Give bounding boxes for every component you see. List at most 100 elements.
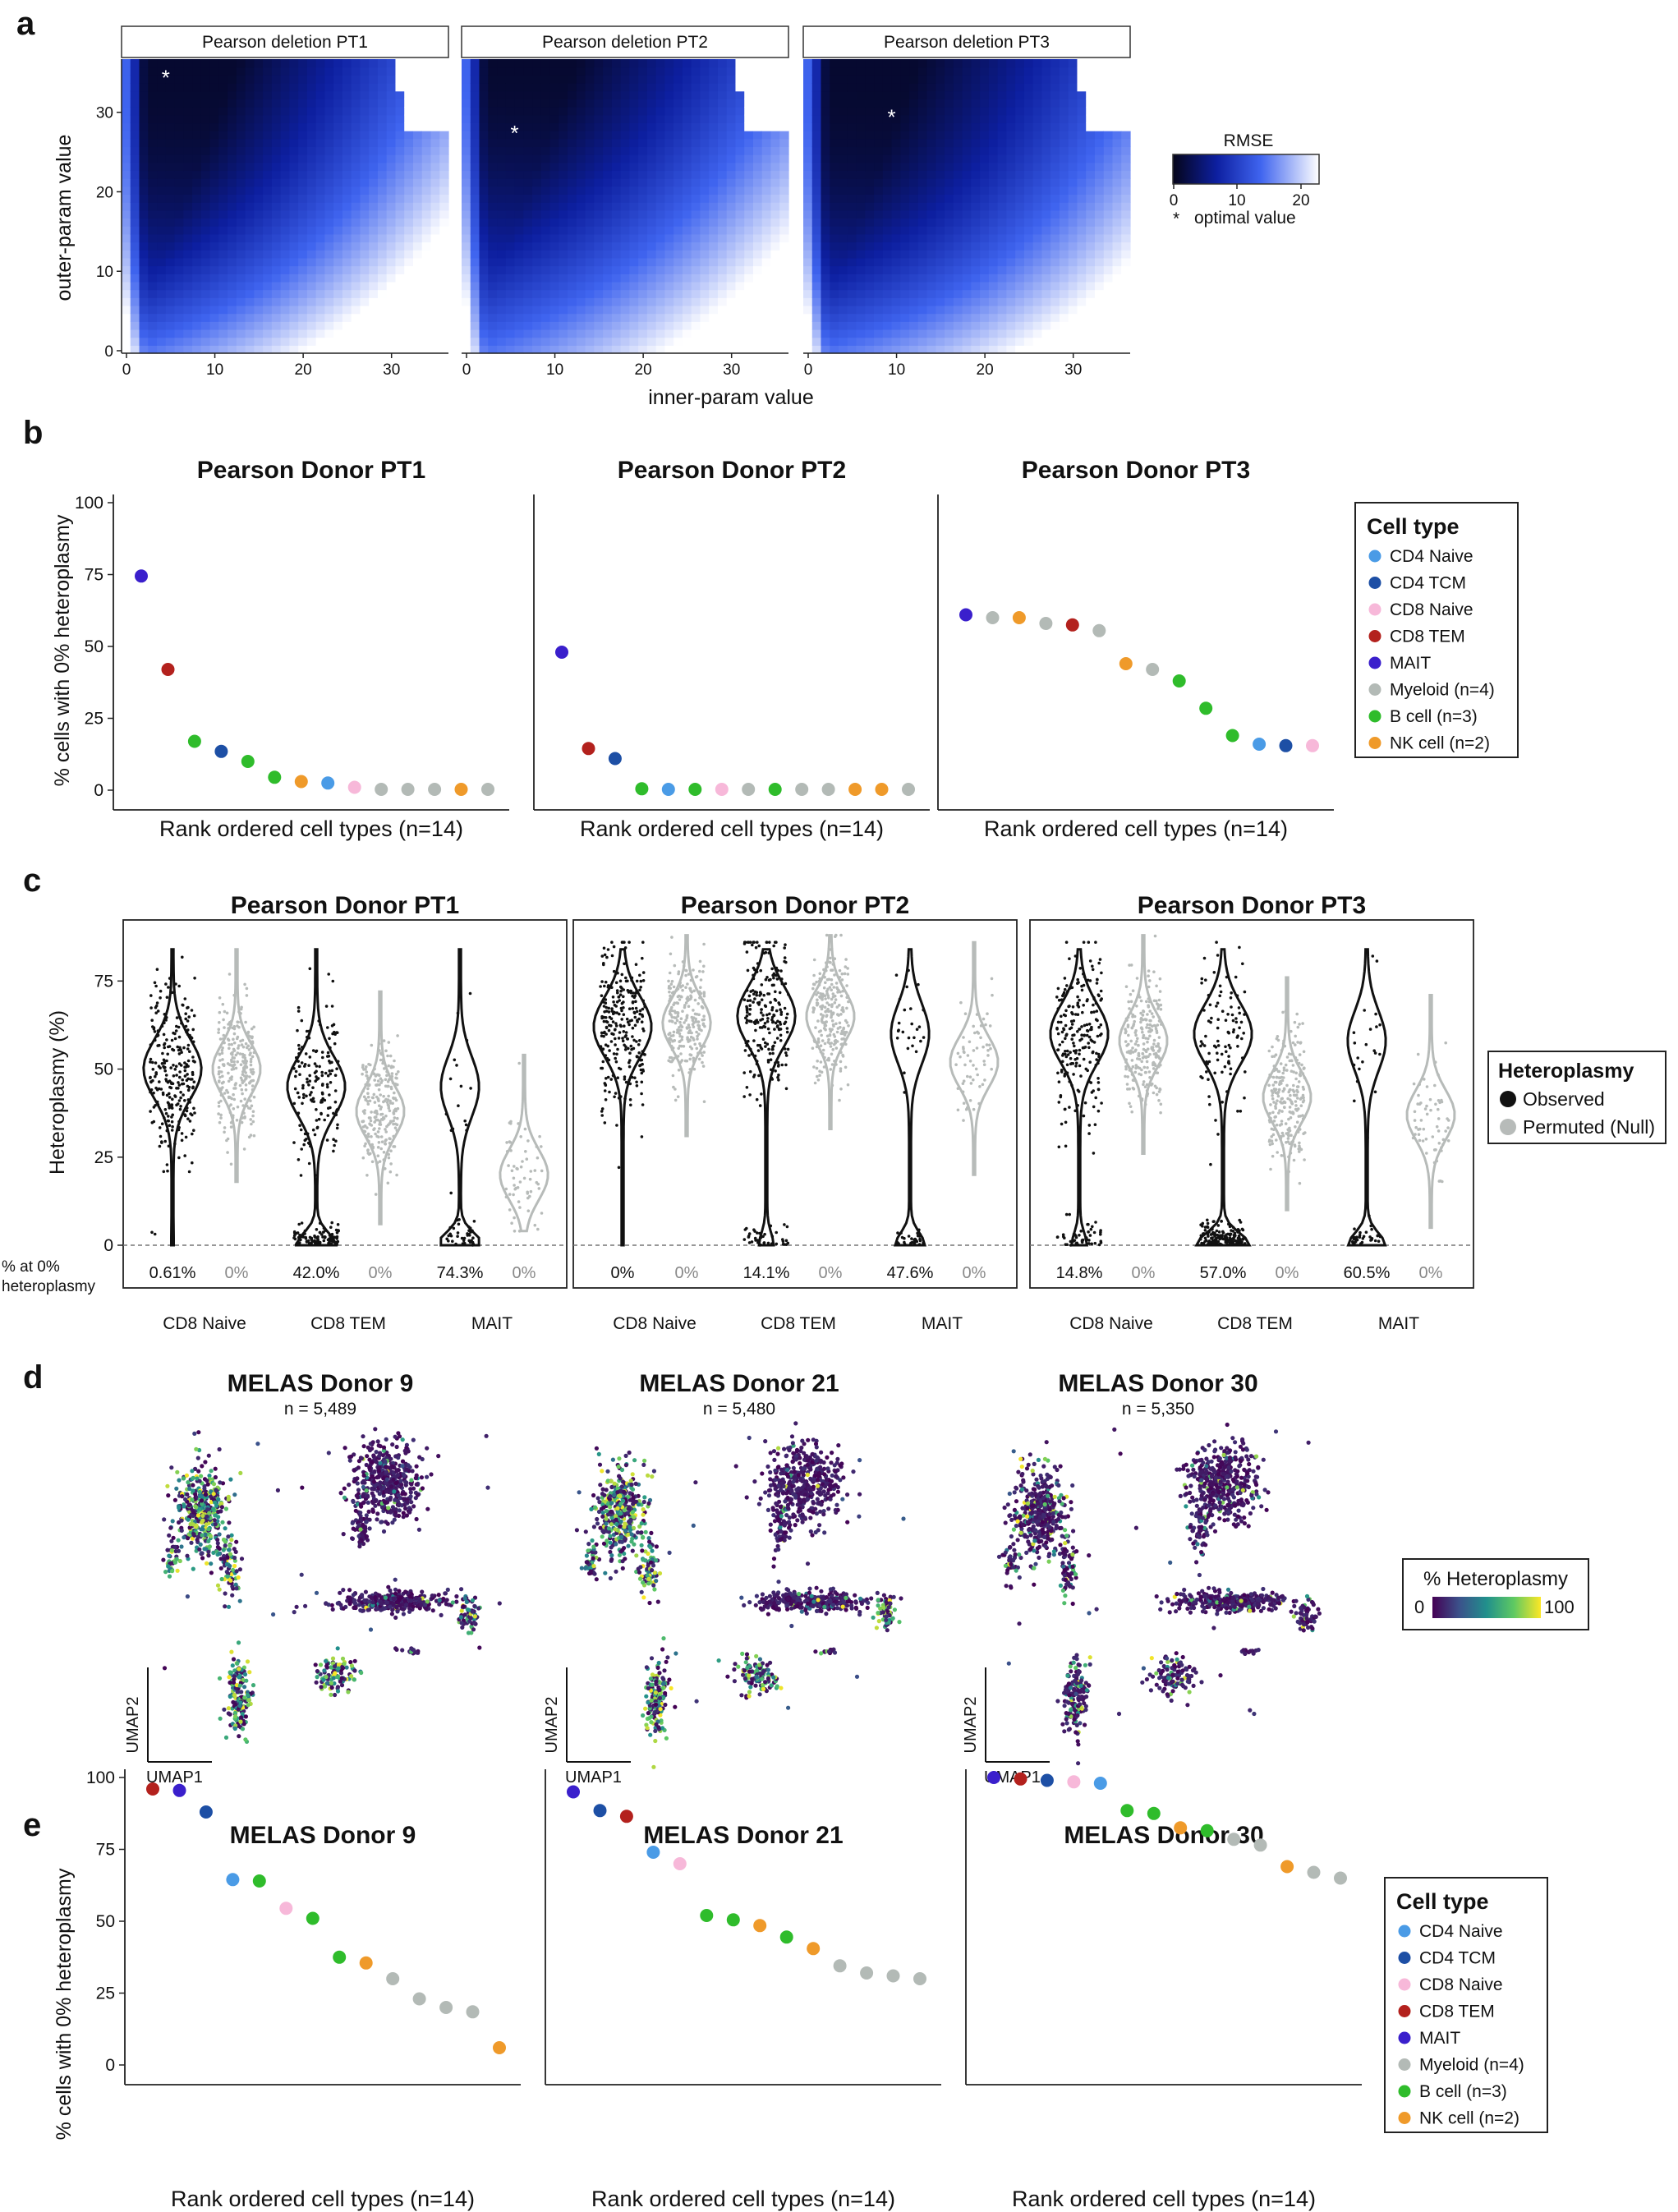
heatmap-cell — [192, 114, 202, 124]
heatmap-cell — [603, 194, 613, 203]
heatmap-cell — [638, 274, 648, 283]
observed-point — [328, 1037, 331, 1041]
heatmap-cell — [523, 186, 533, 195]
permuted-point — [246, 1044, 251, 1048]
heatmap-cell — [271, 226, 282, 235]
heatmap-cell — [1094, 250, 1105, 259]
heatmap-cell — [1068, 281, 1078, 291]
observed-point — [183, 1113, 186, 1116]
heatmap-cell — [891, 59, 901, 68]
heatmap-cell — [971, 194, 981, 203]
heatmap-cell — [148, 83, 158, 92]
heatmap-cell — [811, 218, 822, 227]
heatmap-cell — [900, 170, 910, 179]
observed-point — [191, 1055, 195, 1059]
heatmap-cell — [839, 90, 848, 99]
heatmap-cell — [497, 99, 507, 108]
heatmap-cell — [430, 75, 440, 84]
heatmap-cell — [646, 321, 657, 330]
heatmap-cell — [192, 170, 202, 179]
heatmap-cell — [971, 337, 981, 346]
heatmap-cell — [761, 59, 772, 68]
observed-point — [337, 1229, 340, 1232]
heatmap-cell — [882, 194, 893, 203]
observed-point — [168, 1124, 172, 1127]
pct-row-label-line2: heteroplasmy — [2, 1278, 96, 1295]
heatmap-cell — [629, 138, 639, 148]
heatmap-cell — [540, 186, 551, 195]
heatmap-cell — [620, 138, 630, 148]
heatmap-cell — [254, 265, 264, 274]
heatmap-cell — [673, 289, 683, 298]
heatmap-cell — [900, 99, 910, 108]
heatmap-cell — [148, 233, 158, 243]
heatmap-cell — [404, 178, 414, 187]
heatmap-cell — [664, 274, 674, 283]
heatmap-cell — [761, 226, 772, 235]
heatmap-cell — [980, 194, 990, 203]
heatmap-cell — [700, 241, 710, 251]
heatmap-cell — [430, 146, 440, 155]
heatmap-cell — [439, 202, 449, 211]
heatmap-cell — [971, 226, 981, 235]
heatmap-cell — [532, 67, 542, 76]
heatmap-cell — [360, 122, 370, 131]
heatmap-cell — [752, 107, 763, 116]
dotplot-b-dot-b_cell — [241, 755, 255, 768]
heatmap-cell — [1050, 131, 1060, 140]
heatmap-cell — [638, 75, 648, 84]
heatmap-cell — [351, 250, 361, 259]
heatmap-cell — [523, 218, 533, 227]
observed-point — [153, 981, 157, 985]
observed-point — [181, 1078, 184, 1082]
heatmap-cell — [1006, 241, 1016, 251]
heatmap-cell — [1023, 250, 1034, 259]
heatmap-cell — [430, 131, 440, 140]
heatmap-cell — [1068, 297, 1078, 306]
heatmap-cell — [505, 297, 516, 306]
observed-point — [187, 1015, 191, 1019]
heatmap-cell — [412, 257, 423, 267]
dotplot-b-dot-myeloid — [401, 783, 415, 796]
heatmap-cell — [900, 209, 910, 219]
heatmap-cell — [1059, 83, 1069, 92]
heatmap-cell — [803, 305, 813, 315]
heatmap-cell — [315, 178, 326, 187]
heatmap-cell — [830, 250, 839, 259]
dotplot-b-dot-b_cell — [635, 782, 649, 796]
heatmap-cell — [369, 114, 379, 124]
heatmap-cell — [603, 345, 613, 354]
heatmap-cell — [1032, 194, 1043, 203]
heatmap-cell — [971, 146, 981, 155]
heatmap-cell — [342, 90, 352, 99]
permuted-point — [223, 1126, 227, 1129]
heatmap-cell — [585, 170, 595, 179]
observed-point — [302, 1143, 306, 1147]
heatmap-cell — [735, 194, 745, 203]
heatmap-cell — [856, 114, 866, 124]
heatmap-cell — [700, 202, 710, 211]
heatmap-cell — [209, 162, 219, 172]
heatmap-cell — [620, 209, 630, 219]
heatmap-cell — [395, 289, 405, 298]
heatmap-cell — [245, 297, 255, 306]
heatmap-cell — [673, 337, 683, 346]
heatmap-cell — [646, 154, 657, 163]
observed-point — [158, 1080, 161, 1083]
dotplot-b-ytick-label: 25 — [85, 710, 103, 729]
heatmap-cell — [183, 122, 193, 131]
heatmap-cell — [306, 265, 317, 274]
heatmap-strip-1 — [121, 25, 449, 58]
heatmap-cell — [709, 321, 719, 330]
heatmap-cell — [1050, 265, 1060, 274]
heatmap-cell — [917, 281, 928, 291]
heatmap-cell — [917, 154, 928, 163]
heatmap-cell — [470, 90, 480, 99]
heatmap-cell — [1077, 122, 1087, 131]
heatmap-cell — [254, 154, 264, 163]
heatmap-cell — [236, 138, 246, 148]
heatmap-cell — [603, 226, 613, 235]
heatmap-cell — [655, 202, 666, 211]
heatmap-cell — [856, 250, 866, 259]
heatmap-cell — [122, 122, 131, 131]
